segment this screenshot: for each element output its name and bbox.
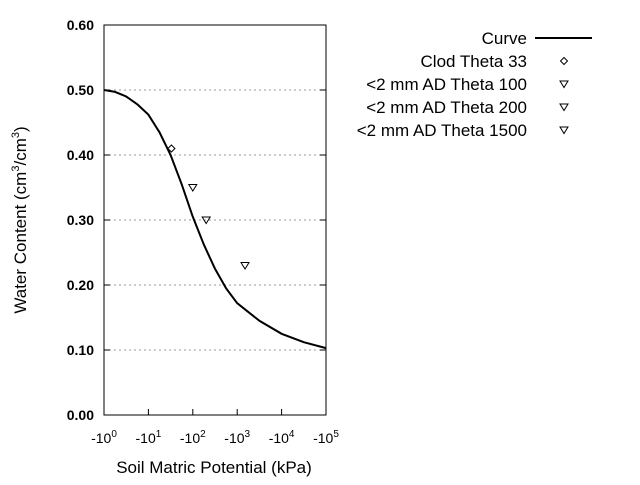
x-tick-label: -103 <box>224 429 250 446</box>
y-tick-label: 0.40 <box>67 147 94 163</box>
data-point <box>240 262 250 270</box>
y-tick-label: 0.30 <box>67 212 94 228</box>
legend-marker <box>559 56 569 66</box>
legend-label: <2 mm AD Theta 1500 <box>357 121 527 140</box>
legend-marker <box>559 126 569 135</box>
legend-label: Clod Theta 33 <box>421 52 527 71</box>
y-tick-label: 0.20 <box>67 277 94 293</box>
y-tick-label: 0.10 <box>67 342 94 358</box>
legend-label: Curve <box>482 29 527 48</box>
x-axis-label: Soil Matric Potential (kPa) <box>116 458 312 477</box>
legend-label: <2 mm AD Theta 200 <box>366 98 527 117</box>
x-tick-label: -100 <box>91 429 117 446</box>
y-axis-label: Water Content (cm3/cm3) <box>10 126 30 313</box>
x-tick-label: -101 <box>136 429 162 446</box>
legend-label: <2 mm AD Theta 100 <box>366 75 527 94</box>
curve-line <box>103 89 327 350</box>
x-tick-label: -104 <box>269 429 295 446</box>
y-tick-label: 0.50 <box>67 82 94 98</box>
legend-marker <box>559 103 569 112</box>
data-point <box>201 216 212 225</box>
x-tick-label: -105 <box>313 429 339 446</box>
y-tick-label: 0.00 <box>67 407 94 423</box>
data-point <box>187 184 198 192</box>
data-point <box>167 144 176 153</box>
y-tick-label: 0.60 <box>67 17 94 33</box>
x-tick-label: -102 <box>180 429 206 446</box>
legend-marker <box>559 80 569 89</box>
